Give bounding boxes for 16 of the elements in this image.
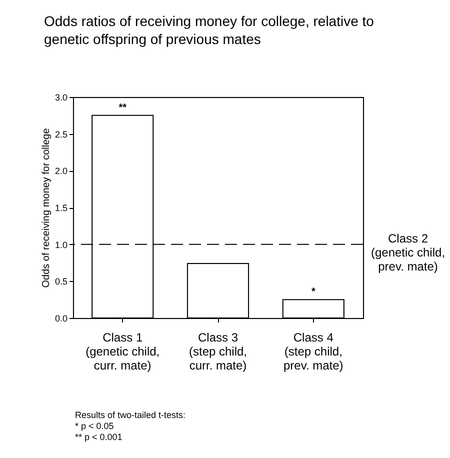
- y-tick-label: 2.5: [54, 129, 68, 140]
- y-tick-label: 1.5: [54, 203, 68, 213]
- ref-line-label: Class 2 (genetic child, prev. mate): [370, 231, 446, 274]
- y-tick-label: 0.0: [54, 314, 68, 324]
- annotation: *: [311, 286, 316, 298]
- y-tick-label: 0.5: [54, 276, 68, 287]
- x-tick-label: Class 4 (step child, prev. mate): [283, 330, 344, 372]
- text: Results of two-tailed t-tests: * p < 0.05 ** p < 0.001: [75, 410, 186, 442]
- y-axis-title: Odds of receiving money for college: [40, 128, 52, 288]
- y-tick-label: 2.0: [54, 166, 68, 176]
- x-tick-label: Class 1 (genetic child, curr. mate): [86, 330, 160, 372]
- chart-title: Odds ratios of receiving money for college, relative to genetic offspring of previous mates: [44, 13, 374, 47]
- x-tick-label: Class 3 (step child, curr. mate): [188, 330, 248, 372]
- y-tick-label: 3.0: [54, 92, 68, 102]
- y-tick-label: 1.0: [54, 240, 68, 250]
- annotation: **: [118, 102, 127, 114]
